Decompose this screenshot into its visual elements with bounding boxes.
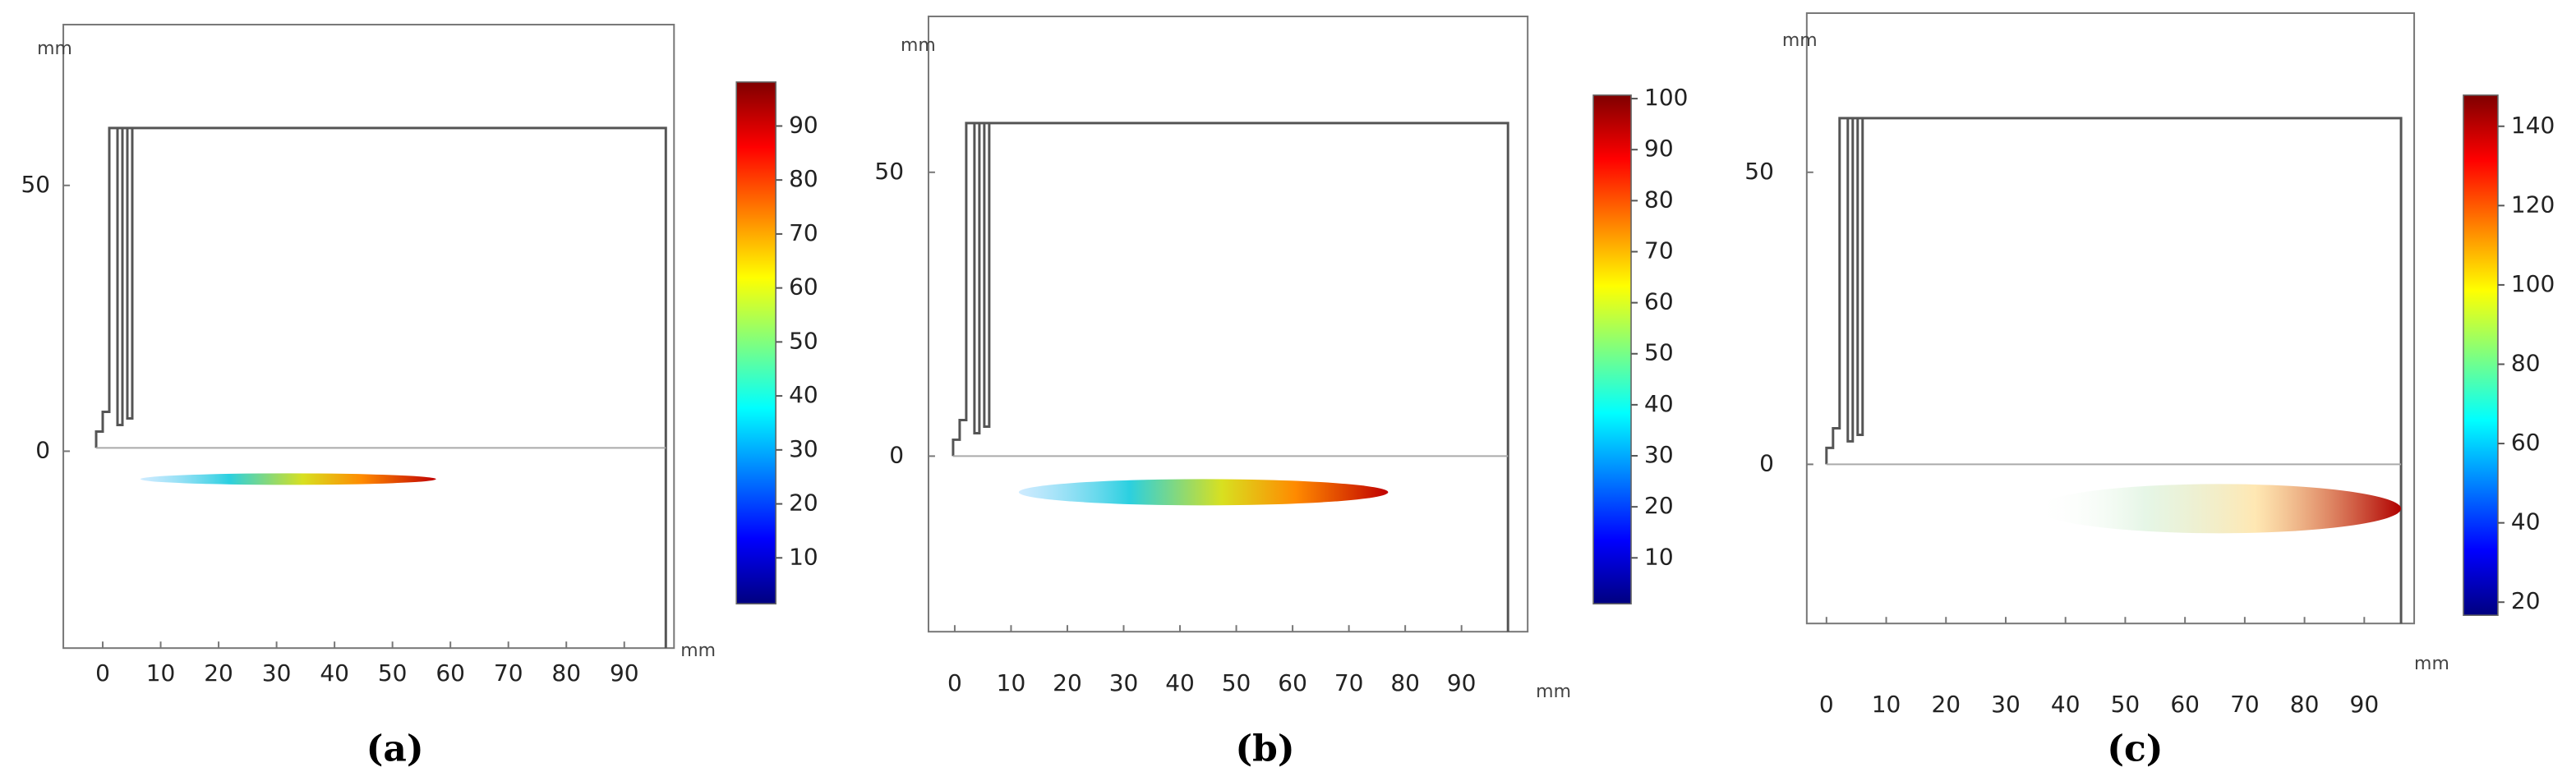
colorbar-tick-label: 30 [789, 435, 818, 462]
x-tick-label: 50 [378, 659, 408, 687]
x-tick-label: 60 [435, 659, 465, 687]
y-unit: mm [1782, 30, 1818, 51]
y-tick-label: 50 [874, 158, 904, 185]
x-tick-label: 40 [320, 659, 349, 687]
colorbar-tick-label: 100 [1644, 84, 1688, 111]
colorbar-tick-label: 60 [1644, 288, 1674, 315]
colorbar-tick-label: 40 [789, 381, 818, 408]
y-tick-label: 0 [889, 441, 904, 468]
inlet-walls [1846, 117, 1864, 443]
x-tick-label: 80 [551, 659, 581, 687]
colorbar-tick-label: 80 [1644, 186, 1674, 213]
colorbar [2463, 94, 2499, 617]
colorbar-tick-label: 20 [1644, 492, 1674, 519]
x-tick-label: 90 [2350, 691, 2380, 718]
panel-caption: (c) [2107, 728, 2163, 770]
particle-streak [140, 473, 436, 485]
colorbar-tick-label: 60 [789, 273, 818, 301]
panel-caption: (a) [366, 728, 424, 770]
x-unit: mm [680, 641, 716, 661]
domain-outline [1825, 117, 2403, 624]
colorbar-tick-label: 30 [1644, 441, 1674, 468]
x-tick-label: 0 [1819, 691, 1834, 718]
colorbar-tick-label: 120 [2511, 191, 2555, 218]
x-tick-label: 40 [2051, 691, 2081, 718]
inlet-walls [116, 127, 134, 426]
y-unit: mm [901, 35, 936, 56]
x-tick-label: 70 [2230, 691, 2260, 718]
x-tick-label: 0 [947, 669, 962, 696]
x-unit: mm [2414, 654, 2449, 674]
colorbar-tick-label: 20 [789, 489, 818, 517]
colorbar-tick-label: 80 [789, 165, 818, 192]
particle-streak [1018, 479, 1389, 506]
x-tick-label: 30 [1109, 669, 1139, 696]
plot-frame [62, 23, 675, 650]
inlet-walls [973, 122, 991, 434]
domain-outline [94, 126, 667, 649]
domain-outline [952, 122, 1509, 632]
colorbar-tick-label: 20 [2511, 587, 2541, 614]
colorbar-tick-label: 90 [789, 111, 818, 138]
x-tick-label: 80 [2290, 691, 2320, 718]
colorbar [1592, 94, 1632, 605]
x-tick-label: 20 [1053, 669, 1082, 696]
colorbar-tick-label: 50 [789, 327, 818, 354]
colorbar-tick-label: 100 [2511, 270, 2555, 297]
colorbar-tick-label: 50 [1644, 339, 1674, 366]
x-unit: mm [1536, 682, 1571, 702]
plot-frame [1805, 11, 2416, 625]
plot-frame [927, 15, 1529, 633]
x-tick-label: 90 [1447, 669, 1477, 696]
colorbar-tick-label: 80 [2511, 349, 2541, 376]
colorbar-tick-label: 10 [789, 543, 818, 570]
x-tick-label: 80 [1390, 669, 1420, 696]
colorbar [735, 81, 776, 605]
x-tick-label: 60 [1278, 669, 1307, 696]
x-tick-label: 60 [2170, 691, 2200, 718]
x-tick-label: 10 [1872, 691, 1901, 718]
x-tick-label: 70 [1334, 669, 1364, 696]
x-tick-label: 50 [1222, 669, 1251, 696]
y-tick-label: 0 [35, 436, 50, 463]
colorbar-tick-label: 40 [1644, 390, 1674, 417]
colorbar-tick-label: 90 [1644, 135, 1674, 162]
particle-streak [2036, 484, 2402, 534]
x-tick-label: 20 [1931, 691, 1961, 718]
x-tick-label: 20 [204, 659, 233, 687]
colorbar-tick-label: 40 [2511, 508, 2541, 535]
colorbar-tick-label: 70 [789, 219, 818, 246]
y-unit: mm [37, 39, 72, 59]
y-tick-label: 50 [1744, 158, 1774, 185]
x-tick-label: 40 [1165, 669, 1195, 696]
x-tick-label: 0 [95, 659, 110, 687]
y-tick-label: 0 [1759, 449, 1774, 476]
x-tick-label: 50 [2111, 691, 2141, 718]
colorbar-tick-label: 10 [1644, 543, 1674, 570]
y-tick-label: 50 [21, 171, 50, 198]
x-tick-label: 30 [1991, 691, 2021, 718]
panel-caption: (b) [1235, 728, 1294, 770]
x-tick-label: 70 [494, 659, 523, 687]
x-tick-label: 10 [997, 669, 1026, 696]
x-tick-label: 30 [262, 659, 292, 687]
colorbar-tick-label: 70 [1644, 237, 1674, 264]
x-tick-label: 10 [146, 659, 176, 687]
colorbar-tick-label: 140 [2511, 112, 2555, 139]
colorbar-tick-label: 60 [2511, 429, 2541, 456]
x-tick-label: 90 [610, 659, 639, 687]
